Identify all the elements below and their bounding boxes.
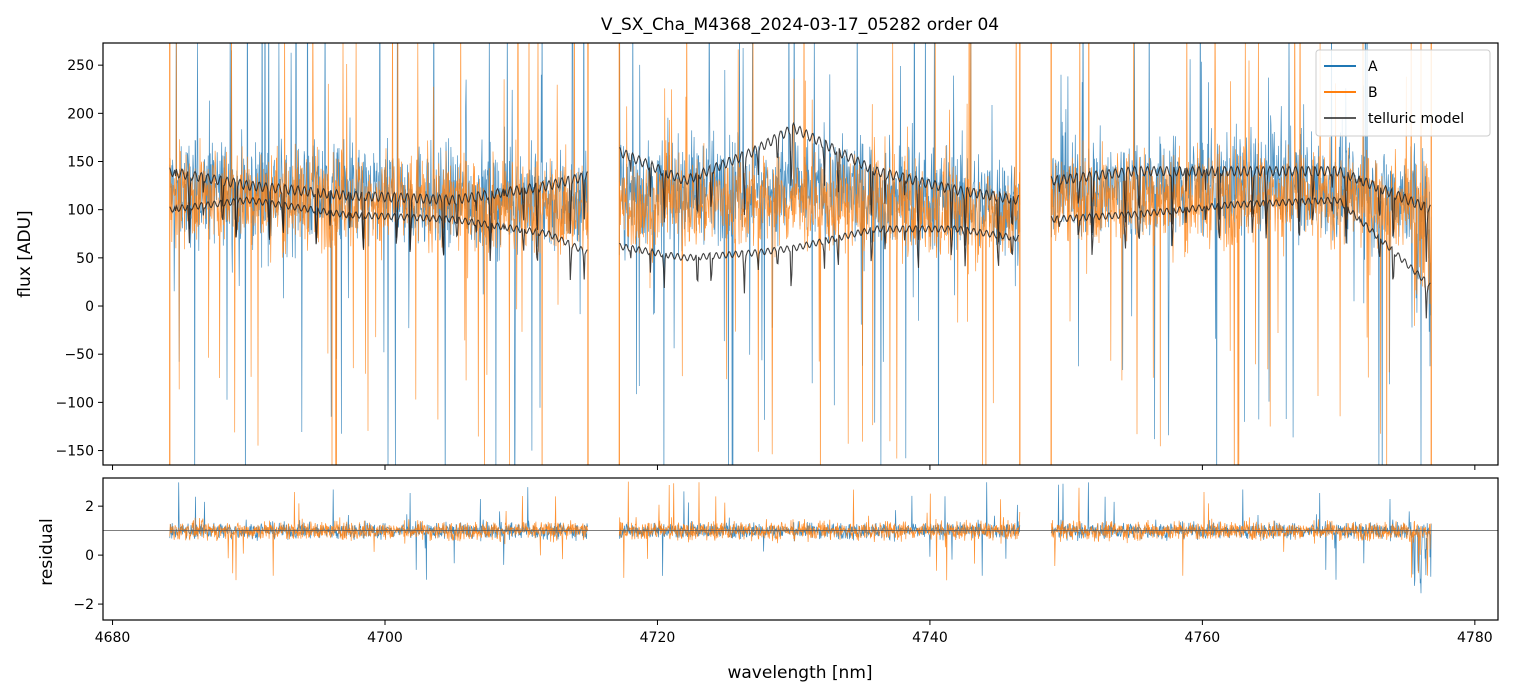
legend: A B telluric model [1315, 49, 1491, 137]
chart-title: V_SX_Cha_M4368_2024-03-17_05282 order 04 [601, 15, 999, 35]
x-tick-label: 4680 [95, 630, 131, 646]
telluric-model-line-lower [169, 196, 1431, 319]
flux-y-tick-label: 0 [85, 299, 94, 315]
residual-panel: 2 0 −2 4680 4700 4720 4740 4760 4780 residual w… [37, 477, 1499, 683]
x-axis-label: wavelength [nm] [727, 663, 872, 683]
x-tick-label: 4780 [1457, 630, 1493, 646]
legend-label-a: A [1368, 59, 1378, 75]
residual-y-tick-label: 0 [85, 548, 94, 564]
flux-axes-frame [102, 42, 1499, 466]
flux-panel: 250 200 150 100 50 0 −50 −100 −150 flux [ADU] A … [15, 42, 1499, 470]
legend-frame [1315, 49, 1491, 137]
residual-x-ticks: 4680 4700 4720 4740 4760 4780 [95, 620, 1493, 646]
x-tick-label: 4740 [912, 630, 948, 646]
flux-series-group [169, 43, 1432, 465]
flux-y-tick-label: 50 [76, 251, 94, 267]
residual-y-ticks: 2 0 −2 [73, 499, 103, 613]
series-b-flux-line [169, 43, 1432, 465]
flux-y-tick-label: 100 [67, 203, 94, 219]
flux-y-tick-label: 250 [67, 58, 94, 74]
residual-series-group [103, 481, 1498, 594]
flux-x-ticks [112, 465, 1476, 470]
telluric-model-line-upper [169, 122, 1431, 262]
x-tick-label: 4760 [1185, 630, 1221, 646]
flux-y-tick-label: 150 [67, 155, 94, 171]
flux-y-tick-label: −150 [56, 444, 94, 460]
residual-plot-area [103, 478, 1498, 620]
flux-y-tick-label: −100 [56, 395, 94, 411]
residual-y-tick-label: −2 [73, 597, 94, 613]
residual-y-label: residual [37, 518, 57, 585]
flux-y-ticks: 250 200 150 100 50 0 −50 −100 −150 [56, 58, 103, 460]
flux-y-tick-label: 200 [67, 106, 94, 122]
residual-y-tick-label: 2 [85, 499, 94, 515]
x-tick-label: 4700 [367, 630, 403, 646]
residual-axes-frame [102, 477, 1499, 621]
flux-y-label: flux [ADU] [15, 210, 35, 297]
legend-label-b: B [1368, 85, 1378, 101]
flux-y-tick-label: −50 [64, 347, 94, 363]
legend-label-telluric: telluric model [1368, 111, 1464, 127]
x-tick-label: 4720 [640, 630, 676, 646]
